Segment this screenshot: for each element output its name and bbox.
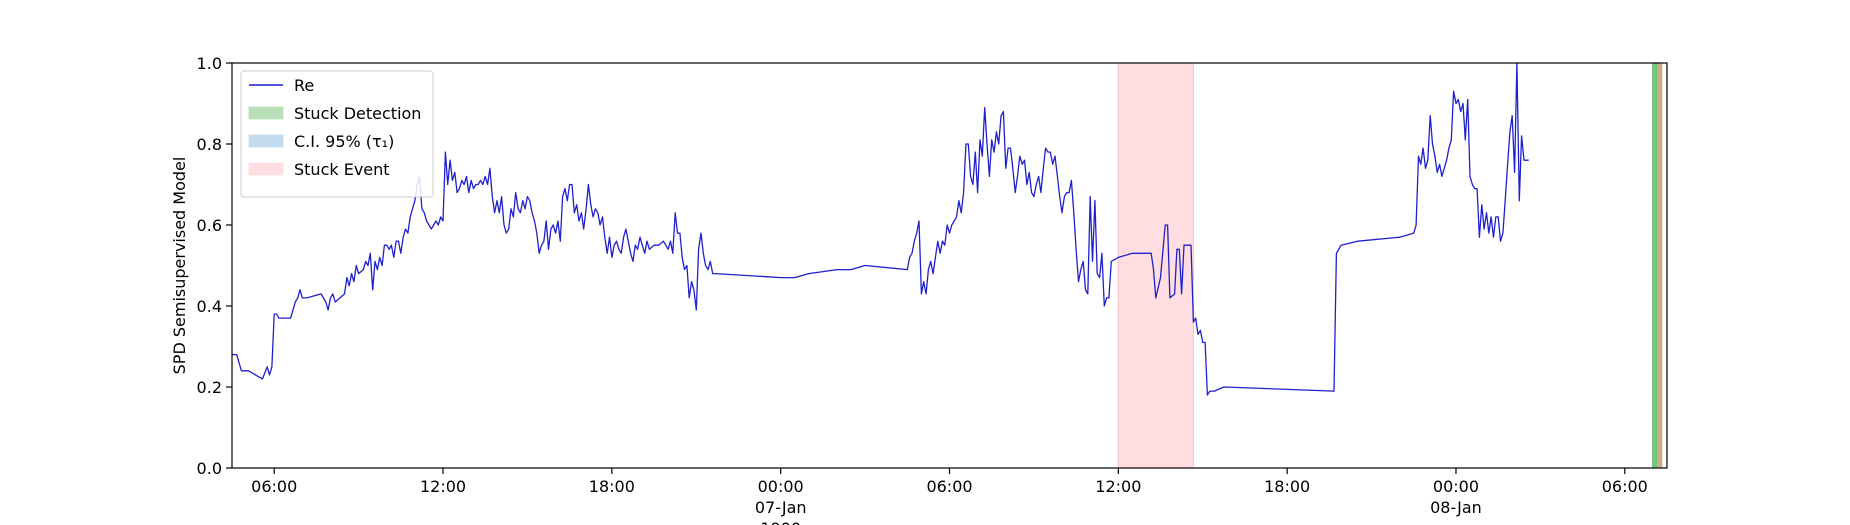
y-tick-label: 0.6 [197,216,222,235]
stuck-event-span [1117,62,1194,469]
x-tick-label: 06:00 [1602,477,1648,496]
x-tick-label: 18:00 [589,477,635,496]
y-tick-label: 0.4 [197,297,222,316]
y-ticks: 0.0 0.2 0.4 0.6 0.8 1.0 [197,54,232,478]
x-tick-date-label: 07-Jan [755,498,807,517]
c-i-95-span [1657,63,1663,468]
x-tick-label: 12:00 [1095,477,1141,496]
y-tick-label: 0.2 [197,378,222,397]
y-axis-label: SPD Semisupervised Model [170,157,189,375]
legend-swatch-c-i-95 [248,134,284,148]
x-tick-label: 00:00 [1433,477,1479,496]
y-tick-label: 0.0 [197,459,222,478]
legend-label-stuck-detection: Stuck Detection [294,104,421,123]
x-tick-year-label: 1900 [760,519,801,525]
series-layer [232,62,1529,396]
legend-swatch-stuck-event [248,162,284,176]
x-tick-date-label: 08-Jan [1430,498,1482,517]
series-line-re [232,62,1529,396]
y-tick-label: 0.8 [197,135,222,154]
x-tick-label: 18:00 [1264,477,1310,496]
y-tick-label: 1.0 [197,54,222,73]
legend-swatch-stuck-detection [248,106,284,120]
legend: Re Stuck Detection C.I. 95% (τ₁) Stuck Even… [240,70,434,198]
plot-frame [231,62,1668,469]
x-tick-label: 12:00 [420,477,466,496]
x-tick-label: 06:00 [926,477,972,496]
stuck-detection-span [1651,63,1658,468]
x-tick-label: 00:00 [758,477,804,496]
legend-label-re: Re [294,76,314,95]
x-tick-label: 06:00 [251,477,297,496]
legend-box [240,70,434,198]
span-layer [1117,62,1663,469]
legend-label-c-i-95: C.I. 95% (τ₁) [294,132,394,151]
x-ticks: 06:00 12:00 18:00 00:00 07-Jan 1900 06:00 12:00… [251,468,1648,525]
legend-label-stuck-event: Stuck Event [294,160,390,179]
